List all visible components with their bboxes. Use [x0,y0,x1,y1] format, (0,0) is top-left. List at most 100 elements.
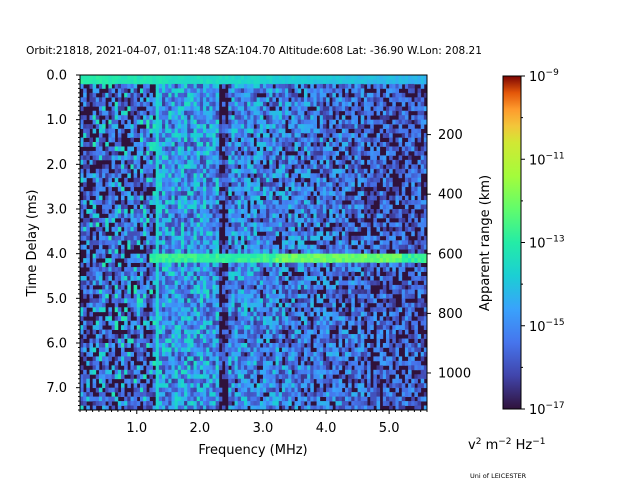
heatmap-cell [307,88,311,94]
heatmap-cell [165,401,169,406]
heatmap-cell [206,101,210,107]
heatmap-cell [184,217,188,223]
heatmap-cell [275,325,280,330]
heatmap-cell [152,329,157,335]
heatmap-cell [136,177,141,183]
heatmap-cell [269,240,273,246]
heatmap-cell [291,316,295,322]
heatmap-cell [212,369,217,375]
heatmap-cell [234,307,239,313]
heatmap-cell [244,249,248,255]
heatmap-cell [180,191,185,196]
heatmap-cell [206,325,210,330]
heatmap-cell [215,244,220,250]
heatmap-cell [316,334,321,339]
heatmap-cell [206,253,210,259]
heatmap-cell [130,79,135,85]
heatmap-cell [162,235,166,241]
heatmap-cell [83,284,87,290]
heatmap-cell [272,271,276,277]
heatmap-cell [86,195,90,201]
heatmap-cell [174,119,179,125]
heatmap-cell [288,378,292,384]
heatmap-cell [206,186,210,192]
heatmap-cell [310,182,314,188]
heatmap-cell [86,320,90,326]
heatmap-cell [177,356,182,362]
heatmap-cell [272,173,276,179]
heatmap-cell [168,302,172,308]
heatmap-cell [329,164,333,170]
heatmap-cell [102,298,106,304]
heatmap-cell [174,213,179,219]
heatmap-cell [177,173,182,179]
heatmap-cell [269,365,273,371]
heatmap-cell [180,365,185,371]
heatmap-cell [228,325,232,330]
heatmap-cell [231,88,235,94]
heatmap-cell [168,374,172,380]
heatmap-cell [300,316,305,322]
heatmap-cell [158,128,163,134]
heatmap-cell [247,374,251,380]
heatmap-cell [250,401,254,406]
heatmap-cell [136,374,141,380]
heatmap-cell [111,253,116,259]
heatmap-cell [307,276,311,281]
heatmap-cell [231,213,235,219]
heatmap-cell [319,249,324,255]
heatmap-cell [253,115,258,121]
heatmap-cell [149,173,153,179]
heatmap-cell [206,209,210,214]
heatmap-cell [203,320,207,326]
heatmap-cell [272,267,276,272]
heatmap-cell [307,217,311,223]
heatmap-cell [329,392,333,397]
heatmap-cell [187,369,191,375]
heatmap-cell [240,320,245,326]
heatmap-cell [281,396,286,402]
heatmap-cell [152,302,157,308]
heatmap-cell [253,405,258,410]
heatmap-cell [326,293,330,299]
heatmap-cell [105,222,109,228]
heatmap-cell [187,75,191,80]
heatmap-cell [269,209,273,214]
heatmap-cell [294,191,299,196]
heatmap-cell [117,338,122,344]
heatmap-cell [231,182,235,188]
heatmap-cell [171,284,176,290]
heatmap-cell [244,343,248,348]
heatmap-cell [177,213,182,219]
heatmap-cell [288,164,292,170]
heatmap-cell [98,387,103,393]
heatmap-cell [266,119,270,125]
heatmap-cell [316,401,321,406]
heatmap-cell [225,280,229,286]
heatmap-cell [237,240,242,246]
heatmap-cell [193,302,198,308]
heatmap-cell [196,146,201,152]
heatmap-cell [111,128,116,134]
heatmap-cell [111,387,116,393]
heatmap-cell [124,396,128,402]
heatmap-cell [300,168,305,174]
heatmap-cell [187,213,191,219]
heatmap-cell [234,231,239,237]
heatmap-cell [307,209,311,214]
heatmap-cell [168,356,172,362]
heatmap-cell [316,284,321,290]
heatmap-cell [250,276,254,281]
heatmap-cell [231,97,235,103]
heatmap-cell [237,195,242,201]
heatmap-cell [288,182,292,188]
heatmap-cell [329,356,333,362]
heatmap-cell [310,258,314,263]
heatmap-cell [180,289,185,295]
heatmap-cell [158,231,163,237]
heatmap-cell [234,329,239,335]
heatmap-cell [95,124,100,129]
heatmap-cell [105,217,109,223]
heatmap-cell [86,343,90,348]
heatmap-cell [256,217,261,223]
